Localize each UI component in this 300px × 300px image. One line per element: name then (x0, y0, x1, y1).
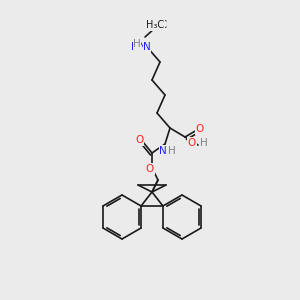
Text: H: H (200, 138, 208, 148)
Text: O: O (135, 135, 143, 145)
Text: O: O (196, 124, 204, 134)
Text: O: O (188, 138, 196, 148)
Text: H₃C: H₃C (146, 20, 164, 30)
Text: H: H (133, 39, 141, 49)
Text: N: N (143, 42, 151, 52)
Text: N: N (159, 146, 167, 156)
Text: HN: HN (131, 42, 147, 52)
Text: H₃C: H₃C (148, 20, 168, 30)
Text: O: O (146, 164, 154, 174)
Text: H: H (168, 146, 176, 156)
